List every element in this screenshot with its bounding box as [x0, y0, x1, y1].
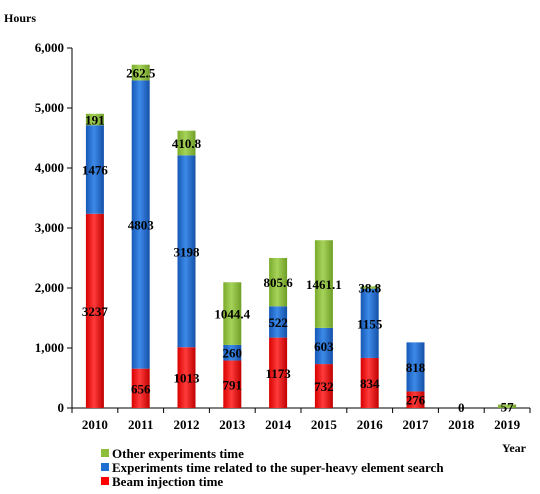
x-axis-title: Year	[502, 441, 527, 455]
data-label: 732	[314, 379, 334, 394]
x-tick-label: 2015	[311, 417, 338, 432]
data-label: 834	[360, 376, 380, 391]
data-label: 603	[314, 339, 334, 354]
bar-segment	[498, 404, 517, 408]
bar-segment	[177, 347, 196, 408]
bar-segment	[314, 364, 333, 408]
legend-swatch	[101, 449, 109, 457]
data-label: 1476	[82, 163, 109, 178]
y-tick-label: 3,000	[35, 220, 64, 235]
bar-segment	[223, 360, 242, 408]
x-tick-label: 2010	[82, 417, 108, 432]
legend-label: Beam injection time	[112, 474, 223, 489]
data-label: 818	[406, 360, 426, 375]
x-tick-label: 2016	[357, 417, 384, 432]
x-tick-label: 2012	[174, 417, 200, 432]
bar-segment	[131, 368, 150, 408]
data-label: 191	[85, 112, 105, 127]
bar-segment	[360, 286, 379, 289]
bar-segment	[177, 155, 196, 348]
x-tick-label: 2019	[494, 417, 521, 432]
data-label: 276	[406, 393, 426, 408]
data-label: 57	[501, 399, 515, 414]
bar-segment	[223, 282, 242, 345]
bar-segment	[269, 306, 288, 338]
x-tick-label: 2013	[219, 417, 246, 432]
y-tick-label: 4,000	[35, 160, 64, 175]
data-label: 3198	[174, 244, 201, 259]
data-label: 260	[223, 346, 243, 361]
bar-segment	[223, 344, 242, 361]
data-label: 1013	[174, 371, 201, 386]
bar-segment	[177, 130, 196, 156]
bar-segment	[85, 213, 104, 408]
y-tick-label: 2,000	[35, 280, 64, 295]
x-tick-label: 2018	[448, 417, 475, 432]
data-label: 656	[131, 381, 151, 396]
x-tick-label: 2014	[265, 417, 292, 432]
data-label: 1155	[357, 316, 383, 331]
bar-segment	[269, 337, 288, 408]
data-label: 3237	[82, 304, 109, 319]
x-tick-label: 2017	[403, 417, 430, 432]
data-label: 410.8	[172, 136, 202, 151]
bar-segment	[269, 257, 288, 307]
bar-segment	[131, 80, 150, 369]
bar-segment	[406, 342, 425, 392]
bar-segment	[314, 240, 333, 328]
bar-segment	[406, 391, 425, 408]
legend-swatch	[101, 477, 109, 485]
legend-swatch	[101, 463, 109, 471]
data-label: 4803	[128, 218, 155, 233]
bar-segment	[314, 327, 333, 365]
legend-label: Other experiments time	[112, 446, 244, 461]
data-label: 38.8	[358, 280, 381, 295]
data-label: 1173	[265, 366, 291, 381]
data-label: 522	[268, 315, 288, 330]
data-label: 791	[223, 377, 243, 392]
x-tick-label: 2011	[128, 417, 153, 432]
legend-label: Experiments time related to the super-he…	[112, 460, 444, 475]
bar-segment	[131, 64, 150, 81]
bar-segment	[360, 288, 379, 358]
y-tick-label: 5,000	[35, 100, 64, 115]
data-label: 1044.4	[214, 307, 250, 322]
data-label: 0	[458, 400, 465, 415]
data-label: 805.6	[263, 275, 293, 290]
bar-segment	[85, 113, 104, 126]
bar-segment	[360, 357, 379, 408]
y-axis-title: Hours	[4, 11, 36, 25]
y-tick-label: 0	[58, 400, 65, 415]
data-label: 262.5	[126, 66, 156, 81]
y-tick-label: 6,000	[35, 40, 64, 55]
bar-segment	[85, 125, 104, 214]
data-label: 1461.1	[306, 277, 342, 292]
y-tick-label: 1,000	[35, 340, 64, 355]
